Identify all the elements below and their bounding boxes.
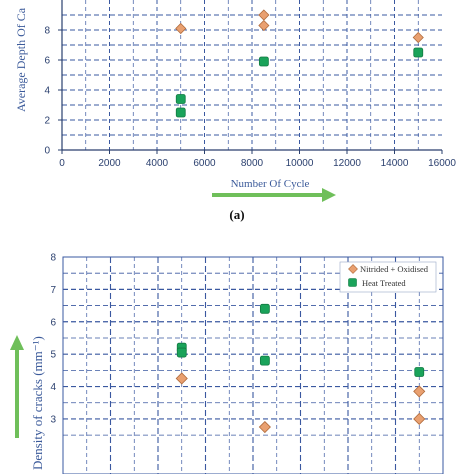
legend-label-nitrided: Nitrided + Oxidised: [360, 264, 429, 274]
legend-label-heat-treated: Heat Treated: [362, 278, 406, 288]
data-point-diamond: [413, 385, 426, 398]
data-point-diamond: [258, 420, 271, 434]
y-tick-label: 4: [50, 382, 56, 393]
data-point-square: [175, 107, 186, 118]
y-tick-label: 5: [50, 350, 56, 361]
y-tick-label: 4: [44, 86, 50, 97]
x-tick-label: 14000: [381, 158, 409, 169]
panel-a-x-ticks: 0 2000 4000 6000 8000 10000 12000 14000 16000: [59, 150, 456, 169]
x-tick-label: 8000: [241, 158, 264, 169]
x-tick-label: 6000: [193, 158, 216, 169]
panel-b-points: [175, 303, 426, 434]
panel-a: 0 2000 4000 6000 8000 10000 12000 14000 16000 0 2…: [14, 0, 456, 222]
data-point-square: [176, 347, 187, 358]
panel-a-y-axis-title: Average Depth Of Ca: [14, 7, 28, 112]
panel-b-y-arrow: [10, 335, 24, 438]
legend-marker-heat-treated: [348, 278, 357, 287]
x-tick-label: 2000: [98, 158, 121, 169]
y-tick-label: 0: [44, 146, 50, 157]
x-tick-label: 4000: [146, 158, 169, 169]
x-tick-label: 10000: [286, 158, 314, 169]
data-point-diamond: [175, 372, 188, 385]
panel-a-y-ticks: 0 2 4 6 8: [44, 26, 62, 157]
data-point-square: [414, 367, 425, 377]
panel-b-y-ticks: 3 4 5 6 7 8: [50, 253, 56, 426]
data-point-square: [175, 94, 186, 104]
data-point-diamond: [175, 22, 187, 35]
panel-b-y-axis-title: Density of cracks (mm⁻¹): [30, 336, 45, 470]
y-tick-label: 2: [44, 116, 50, 127]
panel-b: 3 4 5 6 7 8 Density of cracks (mm⁻¹) Nitrided…: [10, 253, 444, 474]
data-point-square: [413, 47, 424, 58]
y-tick-label: 6: [44, 56, 50, 67]
panel-a-x-axis-title: Number Of Cycle: [231, 178, 310, 190]
y-tick-label: 8: [44, 26, 50, 37]
data-point-diamond: [413, 412, 426, 426]
data-point-diamond: [258, 19, 270, 32]
y-tick-label: 7: [50, 285, 56, 296]
y-tick-label: 6: [50, 317, 56, 328]
legend-marker-nitrided: [348, 264, 358, 274]
legend: Nitrided + Oxidised Heat Treated: [339, 261, 437, 293]
data-point-square: [258, 56, 269, 67]
x-tick-label: 16000: [428, 158, 456, 169]
x-tick-label: 12000: [333, 158, 361, 169]
data-point-diamond: [412, 31, 424, 44]
panel-a-x-arrow: [212, 188, 336, 202]
data-point-square: [259, 355, 270, 366]
data-point-square: [259, 303, 270, 314]
x-tick-label: 0: [59, 158, 65, 169]
panel-a-points: [175, 9, 424, 118]
y-tick-label: 8: [50, 253, 56, 264]
panel-a-label: (a): [229, 207, 244, 222]
y-tick-label: 3: [50, 414, 56, 425]
